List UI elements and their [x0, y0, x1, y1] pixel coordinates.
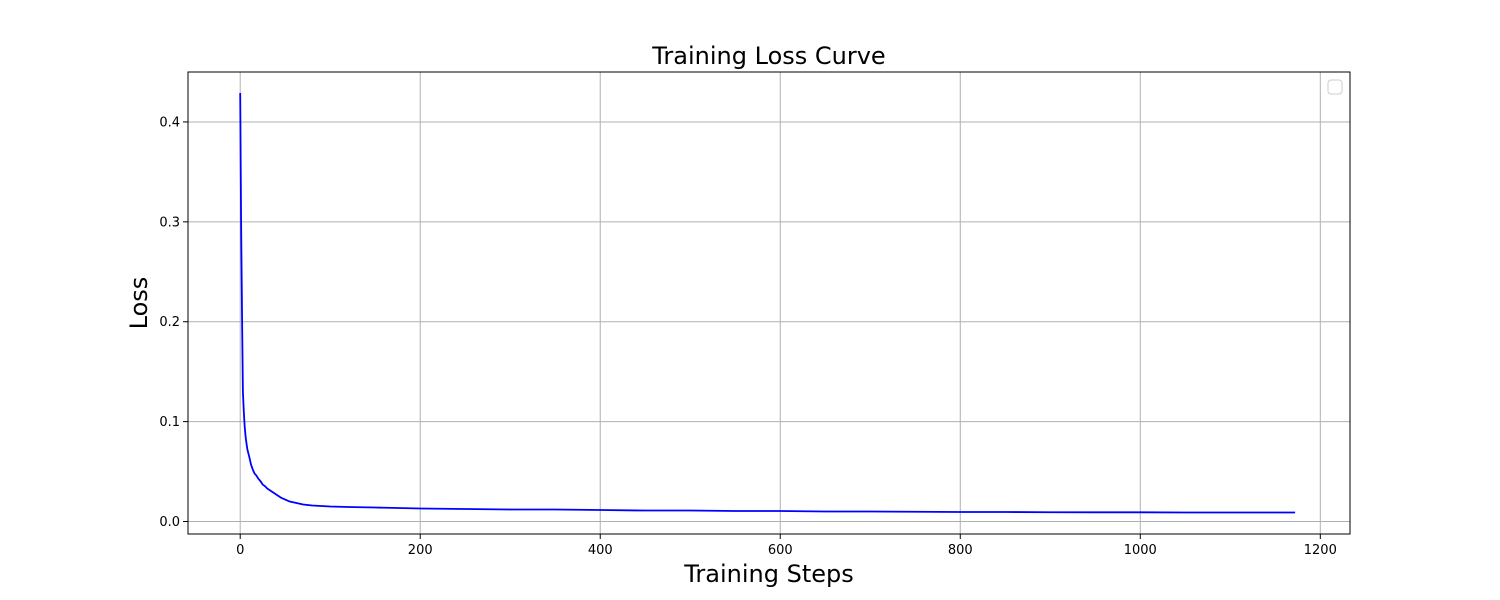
x-tick-label: 0 — [236, 543, 244, 558]
series-layer — [239, 92, 1296, 514]
plot-frame — [187, 71, 1351, 535]
labels-layer: 0 200 400 600 800 1000 1200 0.0 0.1 0.2 0.3 0.4 — [159, 115, 1337, 558]
y-tick-label: 0.1 — [159, 415, 180, 430]
x-axis-label: Training Steps — [683, 560, 853, 588]
x-tick-label: 200 — [408, 543, 433, 558]
grid-layer — [188, 72, 1350, 534]
chart-title: Training Loss Curve — [651, 42, 885, 70]
x-tick-label: 1000 — [1124, 543, 1157, 558]
y-axis-label: Loss — [125, 277, 153, 330]
x-tick-label: 600 — [768, 543, 793, 558]
x-tick-label: 800 — [948, 543, 973, 558]
x-tick-label: 1200 — [1304, 543, 1337, 558]
y-tick-label: 0.0 — [159, 515, 180, 530]
y-tick-label: 0.2 — [159, 315, 180, 330]
loss-series-line — [239, 92, 1296, 514]
ticks-layer — [183, 121, 1321, 539]
y-tick-label: 0.3 — [159, 215, 180, 230]
x-tick-label: 400 — [588, 543, 613, 558]
legend-box — [1327, 79, 1343, 95]
y-tick-label: 0.4 — [159, 115, 180, 130]
